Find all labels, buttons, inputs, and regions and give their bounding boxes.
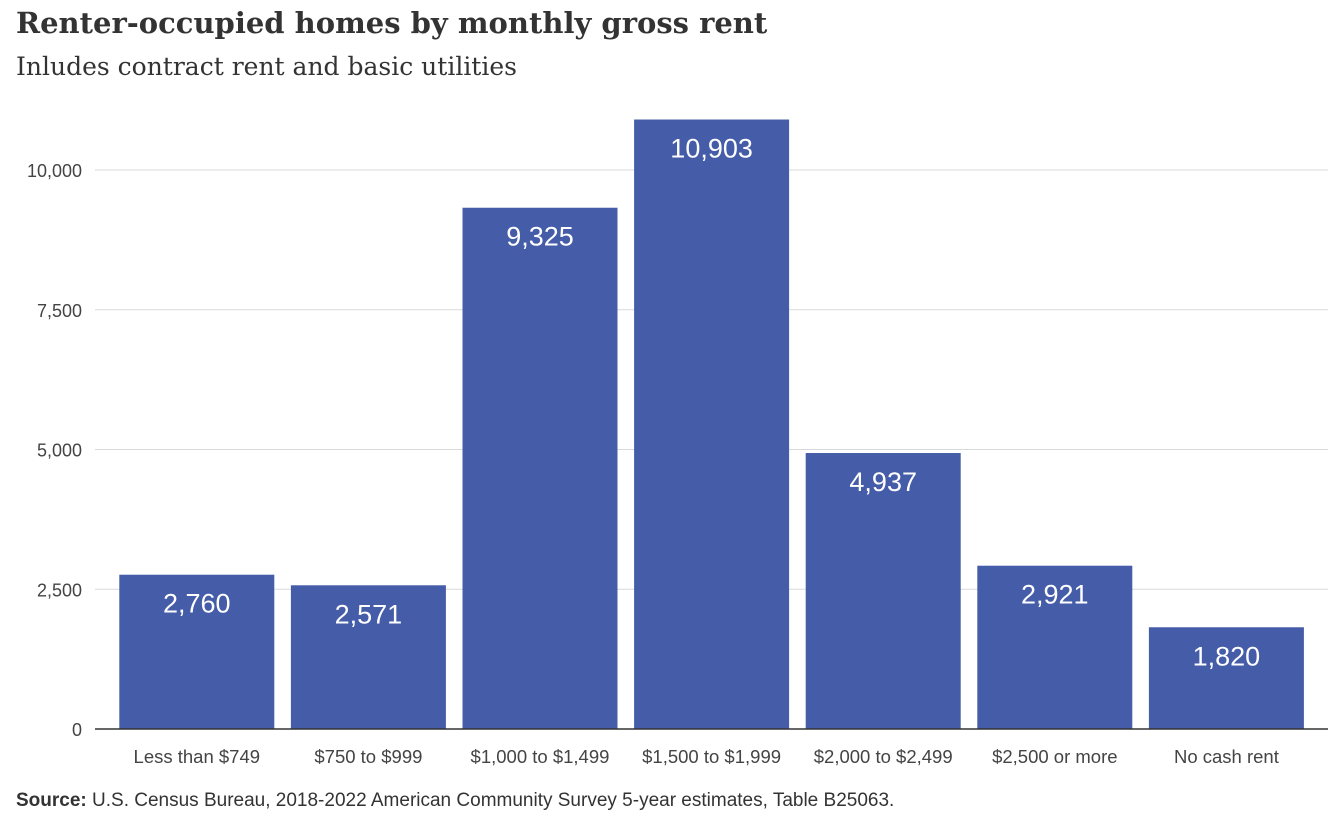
data-label: 4,937 xyxy=(849,467,917,497)
y-tick-label: 7,500 xyxy=(37,301,82,321)
bar xyxy=(1148,627,1304,729)
x-tick-label: $1,500 to $1,999 xyxy=(642,746,781,767)
chart-title: Renter-occupied homes by monthly gross r… xyxy=(16,6,768,40)
chart-subtitle: Inludes contract rent and basic utilitie… xyxy=(16,52,517,81)
data-label: 2,760 xyxy=(163,589,231,619)
data-label: 2,921 xyxy=(1021,580,1089,610)
bar xyxy=(977,565,1133,729)
data-label: 9,325 xyxy=(506,222,574,252)
source-text: U.S. Census Bureau, 2018-2022 American C… xyxy=(86,790,895,811)
x-tick-label: $2,000 to $2,499 xyxy=(814,746,953,767)
x-tick-label: Less than $749 xyxy=(134,746,261,767)
bar xyxy=(462,207,618,730)
bar xyxy=(634,119,790,730)
y-tick-label: 0 xyxy=(72,720,82,740)
bars xyxy=(119,119,1304,730)
data-label: 10,903 xyxy=(670,134,753,164)
axes: 0 2,500 5,000 7,500 10,000 Less than $749 $750… xyxy=(27,161,1328,767)
y-tick-label: 10,000 xyxy=(27,161,82,181)
source-note: Source: U.S. Census Bureau, 2018-2022 Am… xyxy=(16,790,894,812)
x-tick-label: No cash rent xyxy=(1174,746,1279,767)
bar xyxy=(119,574,275,729)
data-labels: 2,760 2,571 9,325 10,903 4,937 2,921 1,820 xyxy=(163,134,1260,672)
y-tick-label: 5,000 xyxy=(37,441,82,461)
source-label: Source: xyxy=(16,790,87,811)
x-tick-label: $1,000 to $1,499 xyxy=(471,746,610,767)
x-tick-label: $2,500 or more xyxy=(992,746,1117,767)
data-label: 1,820 xyxy=(1193,641,1261,671)
bar xyxy=(290,585,446,729)
y-tick-label: 2,500 xyxy=(37,580,82,600)
x-tick-label: $750 to $999 xyxy=(314,746,422,767)
data-label: 2,571 xyxy=(335,599,403,629)
bar xyxy=(805,453,961,729)
